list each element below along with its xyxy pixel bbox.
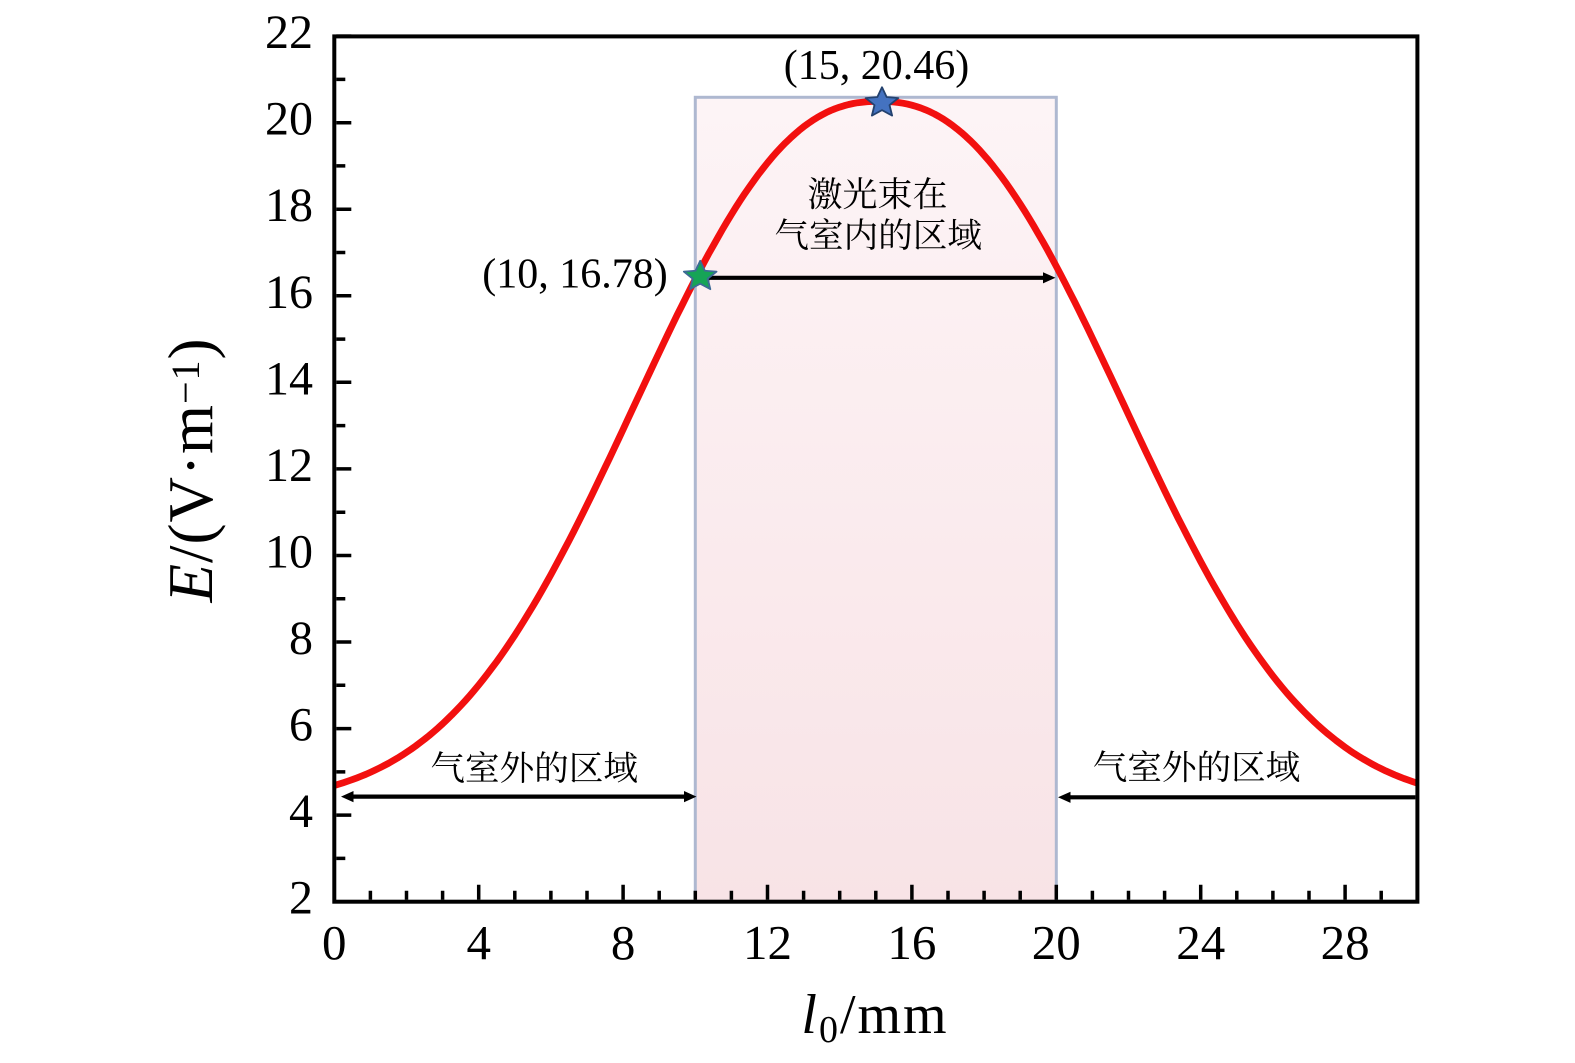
svg-text:8: 8	[289, 612, 313, 665]
svg-text:0: 0	[322, 915, 347, 970]
svg-text:2: 2	[289, 872, 313, 925]
svg-text:16: 16	[265, 266, 313, 319]
svg-text:22: 22	[265, 6, 313, 59]
svg-text:(15, 20.46): (15, 20.46)	[784, 43, 969, 89]
svg-text:6: 6	[289, 699, 313, 752]
svg-text:(10, 16.78): (10, 16.78)	[482, 252, 667, 298]
svg-text:4: 4	[466, 915, 491, 970]
svg-text:28: 28	[1321, 915, 1370, 970]
svg-text:20: 20	[1032, 915, 1081, 970]
svg-text:18: 18	[265, 179, 313, 232]
svg-text:12: 12	[265, 439, 313, 492]
svg-text:14: 14	[265, 352, 313, 405]
svg-text:24: 24	[1176, 915, 1225, 970]
svg-text:8: 8	[611, 915, 636, 970]
svg-text:l0/mm: l0/mm	[801, 984, 948, 1051]
svg-text:16: 16	[887, 915, 936, 970]
svg-text:12: 12	[743, 915, 792, 970]
svg-text:4: 4	[289, 785, 313, 838]
svg-text:E/(V·m−1): E/(V·m−1)	[156, 338, 226, 604]
svg-text:10: 10	[265, 526, 313, 579]
svg-text:20: 20	[265, 93, 313, 146]
